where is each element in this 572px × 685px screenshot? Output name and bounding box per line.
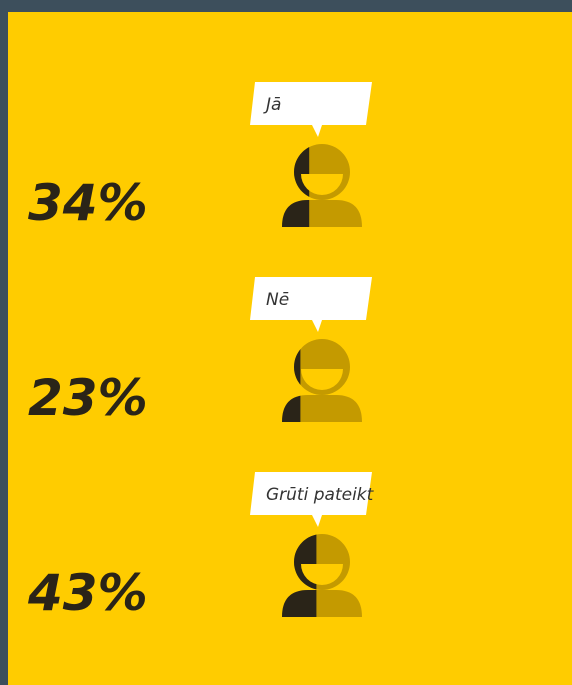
percentage: 23% <box>28 369 148 427</box>
answer-label: Nē <box>266 290 289 310</box>
speech-bubble <box>250 277 372 332</box>
smile <box>301 564 343 585</box>
speech-bubble <box>250 82 372 137</box>
percentage: 34% <box>28 174 148 232</box>
percentage: 43% <box>27 564 148 622</box>
smile <box>301 174 343 195</box>
speech-bubble <box>250 472 372 527</box>
answer-label: Jā <box>263 95 281 115</box>
smile <box>301 369 343 390</box>
answer-label: Grūti pateikt <box>266 485 375 505</box>
